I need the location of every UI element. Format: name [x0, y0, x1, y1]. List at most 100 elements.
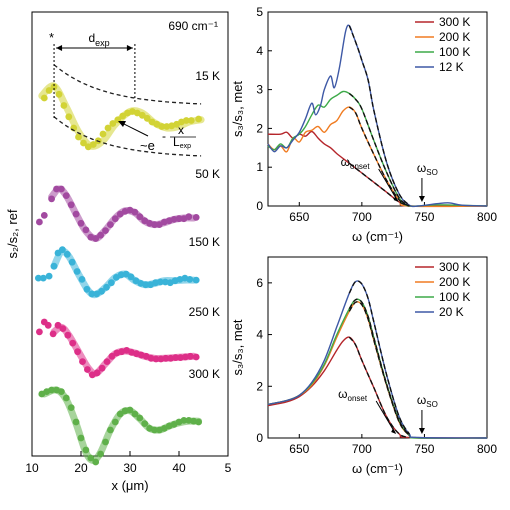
data-point [185, 213, 193, 221]
data-point [151, 426, 158, 434]
data-point [97, 450, 104, 458]
y-tick-label: 6 [256, 276, 263, 290]
omega-so-label: ωSO [417, 393, 438, 409]
data-point [157, 278, 164, 286]
legend-label: 200 K [439, 275, 470, 289]
data-point [77, 219, 85, 227]
data-point [45, 272, 53, 280]
data-point [82, 226, 90, 234]
data-point [102, 227, 109, 235]
x-tick-label: 700 [352, 210, 372, 224]
y-tick-label: 4 [256, 328, 263, 342]
omega-onset-sub: onset [350, 162, 370, 171]
fit-dashed-line [348, 298, 410, 436]
data-point [87, 454, 95, 462]
data-point [36, 218, 43, 226]
legend-label: 100 K [439, 45, 470, 59]
fit-dashed-line [348, 92, 410, 207]
data-point [107, 221, 114, 229]
d-exp-label: dexp [88, 31, 109, 48]
data-point [116, 410, 124, 418]
data-point [102, 438, 109, 446]
data-point [68, 258, 76, 266]
x-tick-label: 10 [25, 461, 39, 475]
fit-dashed-line [348, 280, 410, 435]
x-tick-label: 750 [414, 442, 434, 456]
data-point [98, 287, 105, 295]
y-axis-label: s₃/s₃, met [230, 319, 245, 375]
data-point [138, 111, 146, 119]
top-right-panel: 650 700 750 800 0 1 2 3 4 5 ω (cm⁻¹) s₃/s₃, met 300 … [230, 5, 497, 244]
legend-label: 300 K [439, 260, 470, 274]
data-point [36, 328, 43, 336]
trace-label: 300 K [189, 367, 220, 381]
x-tick-label: 750 [414, 210, 434, 224]
data-point [109, 120, 117, 127]
x-tick-label: 30 [123, 461, 137, 475]
y-tick-label: 2 [256, 379, 263, 393]
y-tick-label: 3 [256, 83, 263, 97]
d-exp-subscript: exp [95, 38, 110, 48]
data-point [40, 94, 48, 102]
data-point [58, 388, 65, 395]
data-point [82, 446, 90, 454]
legend-label: 300 K [439, 15, 470, 29]
y-tick-label: 2 [256, 121, 263, 135]
data-point [88, 290, 96, 298]
decay-arrow [119, 121, 149, 137]
data-point [73, 268, 81, 275]
data-point [83, 285, 91, 293]
data-point [152, 355, 160, 363]
data-point [131, 208, 139, 216]
x-axis-label: ω (cm⁻¹) [352, 229, 403, 244]
data-point [186, 352, 194, 360]
omega-so-sub: SO [426, 168, 438, 177]
data-point [141, 420, 149, 427]
data-point [192, 214, 200, 221]
x-tick-label: 5 [225, 461, 232, 475]
x-tick-label: 650 [289, 442, 309, 456]
legend-label: 200 K [439, 30, 470, 44]
omega-so-sub: SO [426, 400, 438, 409]
bottom-right-panel-frame [267, 256, 488, 439]
data-point [35, 274, 42, 282]
data-point [64, 331, 72, 339]
x-tick-label: 800 [477, 210, 497, 224]
data-point [180, 417, 188, 424]
data-point [48, 195, 55, 203]
data-point [72, 418, 80, 426]
x-tick-label: 800 [477, 442, 497, 456]
data-point [192, 353, 200, 361]
d-exp-arrow-right [126, 45, 133, 51]
decay-denominator-sub: exp [180, 143, 191, 150]
data-point [53, 185, 60, 193]
decay-formula: ~e [140, 138, 155, 153]
series-line-12k [267, 24, 488, 208]
x-tick-label: 20 [74, 461, 88, 475]
series-line-300k [267, 130, 488, 207]
data-point [77, 434, 85, 442]
data-point [72, 210, 80, 218]
x-tick-label: 650 [289, 210, 309, 224]
data-point [79, 358, 86, 365]
data-point [78, 276, 86, 283]
onset-arrow [375, 400, 396, 434]
fit-dashed-line [348, 301, 410, 436]
data-point [58, 185, 65, 193]
data-point [74, 348, 81, 356]
data-point [40, 212, 48, 219]
data-point [136, 213, 144, 221]
data-point [48, 386, 55, 394]
envelope-lower [53, 116, 202, 157]
legend-label: 12 K [439, 60, 464, 74]
data-point [99, 130, 107, 138]
data-point [50, 262, 58, 270]
so-arrowhead [418, 196, 425, 202]
data-point [65, 113, 73, 121]
data-point [136, 414, 144, 422]
data-point [103, 358, 111, 365]
data-point [186, 276, 194, 283]
omega-so-label: ωSO [417, 161, 438, 177]
data-point [162, 354, 170, 362]
